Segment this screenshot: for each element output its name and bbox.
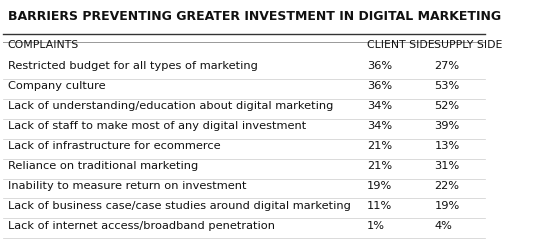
Text: 31%: 31% — [435, 161, 460, 171]
Text: CLIENT SIDE: CLIENT SIDE — [367, 40, 435, 50]
Text: 27%: 27% — [435, 61, 460, 71]
Text: Lack of internet access/broadband penetration: Lack of internet access/broadband penetr… — [8, 221, 275, 231]
Text: 39%: 39% — [435, 121, 460, 131]
Text: BARRIERS PREVENTING GREATER INVESTMENT IN DIGITAL MARKETING: BARRIERS PREVENTING GREATER INVESTMENT I… — [8, 10, 501, 23]
Text: Lack of infrastructure for ecommerce: Lack of infrastructure for ecommerce — [8, 141, 220, 151]
Text: SUPPLY SIDE: SUPPLY SIDE — [435, 40, 503, 50]
Text: COMPLAINTS: COMPLAINTS — [8, 40, 79, 50]
Text: 21%: 21% — [367, 141, 392, 151]
Text: Lack of understanding/education about digital marketing: Lack of understanding/education about di… — [8, 101, 333, 111]
Text: 4%: 4% — [435, 221, 452, 231]
Text: 21%: 21% — [367, 161, 392, 171]
Text: 52%: 52% — [435, 101, 460, 111]
Text: 34%: 34% — [367, 121, 392, 131]
Text: 1%: 1% — [367, 221, 385, 231]
Text: 36%: 36% — [367, 61, 392, 71]
Text: Lack of staff to make most of any digital investment: Lack of staff to make most of any digita… — [8, 121, 306, 131]
Text: Lack of business case/case studies around digital marketing: Lack of business case/case studies aroun… — [8, 201, 350, 211]
Text: 19%: 19% — [435, 201, 460, 211]
Text: Restricted budget for all types of marketing: Restricted budget for all types of marke… — [8, 61, 258, 71]
Text: Company culture: Company culture — [8, 81, 105, 91]
Text: 53%: 53% — [435, 81, 460, 91]
Text: Reliance on traditional marketing: Reliance on traditional marketing — [8, 161, 198, 171]
Text: 13%: 13% — [435, 141, 460, 151]
Text: Inability to measure return on investment: Inability to measure return on investmen… — [8, 181, 246, 191]
Text: 34%: 34% — [367, 101, 392, 111]
Text: 36%: 36% — [367, 81, 392, 91]
Text: 11%: 11% — [367, 201, 392, 211]
Text: 22%: 22% — [435, 181, 460, 191]
Text: 19%: 19% — [367, 181, 392, 191]
